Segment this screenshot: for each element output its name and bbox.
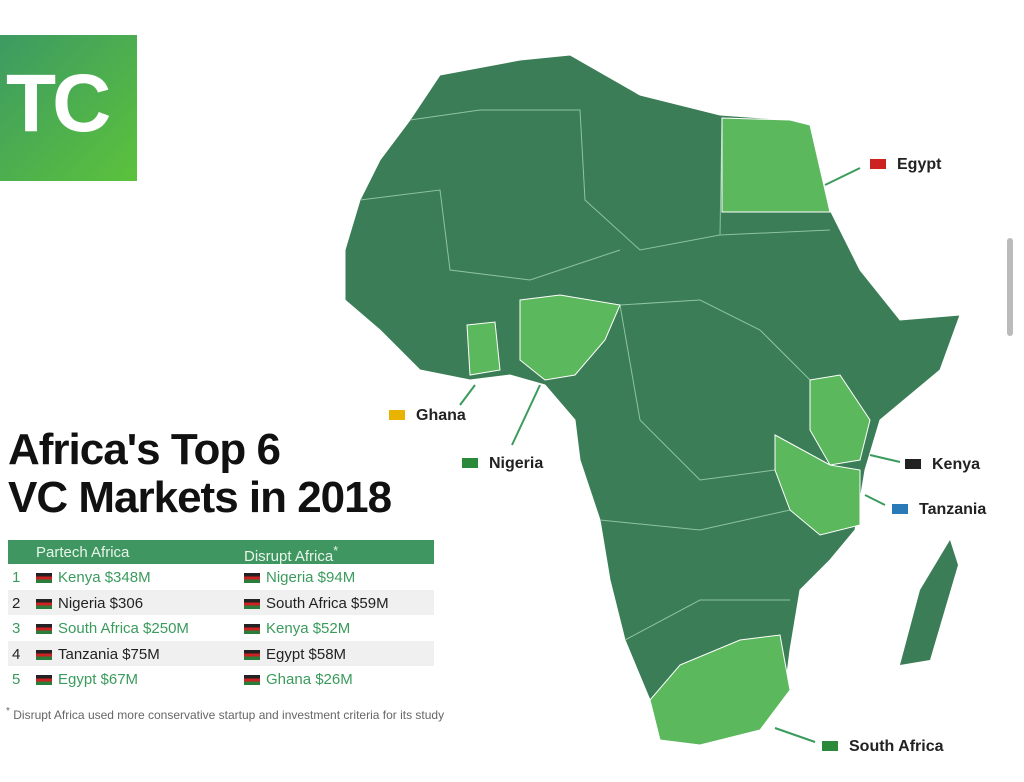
footnote-mark: * xyxy=(6,706,10,717)
table-cell: Nigeria $306 xyxy=(36,595,143,612)
egypt xyxy=(721,117,831,213)
map-label: Kenya xyxy=(932,456,980,473)
cell-text: South Africa $59M xyxy=(266,594,389,612)
table-cell: Tanzania $75M xyxy=(36,646,160,663)
flag xyxy=(905,459,921,469)
madagascar xyxy=(900,540,958,665)
table-cell: Egypt $67M xyxy=(36,671,138,688)
cell-text: Kenya $348M xyxy=(58,569,151,586)
table-row: 5 Egypt $67M Ghana $26M xyxy=(8,666,434,692)
leader-line xyxy=(459,384,476,406)
kenya xyxy=(809,374,871,466)
table-cell: Ghana $26M xyxy=(244,671,353,688)
flag xyxy=(892,504,908,514)
table-cell: Kenya $52M xyxy=(244,620,350,637)
flag xyxy=(36,624,52,634)
title-line: VC Markets in 2018 xyxy=(8,473,392,522)
borders xyxy=(359,109,831,641)
nigeria xyxy=(519,294,621,381)
africa xyxy=(344,54,961,746)
flag xyxy=(244,598,260,609)
leader-line xyxy=(824,167,861,186)
leader-lines xyxy=(459,167,901,743)
rank: 2 xyxy=(12,594,21,612)
cell-text: Ghana $26M xyxy=(266,671,353,688)
leader-line xyxy=(864,494,886,506)
rank: 5 xyxy=(12,671,21,688)
table-row: 3 South Africa $250M Kenya $52M xyxy=(8,615,434,641)
flag xyxy=(244,675,260,685)
table-cell: Nigeria $94M xyxy=(244,569,355,586)
cell-text: Nigeria $94M xyxy=(266,569,356,586)
south-africa xyxy=(649,634,791,746)
flag xyxy=(36,675,52,685)
header-note: * xyxy=(333,544,339,558)
ranking-table: Partech Africa Disrupt Africa* 1 Kenya $3… xyxy=(8,540,434,692)
table-cell: South Africa $250M xyxy=(36,620,189,637)
header-text: Disrupt Africa xyxy=(244,548,334,565)
table-row: 2 Nigeria $306 South Africa $59M xyxy=(8,589,434,615)
cell-text: Egypt $58M xyxy=(266,645,347,663)
cell-text: South Africa $250M xyxy=(58,620,189,637)
flag xyxy=(244,624,260,634)
leader-line xyxy=(869,454,901,463)
cell-text: Egypt $67M xyxy=(58,671,139,688)
title-line: Africa's Top 6 xyxy=(8,425,281,474)
logo-text: TC xyxy=(6,58,111,149)
flag xyxy=(36,573,52,583)
highlighted-countries xyxy=(466,117,871,746)
flag xyxy=(36,649,52,660)
table-cell: Kenya $348M xyxy=(36,569,151,586)
footnote-text: Disrupt Africa used more conservative st… xyxy=(13,708,445,722)
footnote: * Disrupt Africa used more conservative … xyxy=(6,706,444,722)
leader-line xyxy=(774,727,816,743)
scrollbar[interactable] xyxy=(1007,238,1013,336)
table-cell: Egypt $58M xyxy=(244,646,346,663)
rank: 3 xyxy=(12,620,21,637)
flag xyxy=(36,598,52,609)
ghana xyxy=(466,321,501,376)
map-flags xyxy=(389,159,921,751)
flag xyxy=(244,573,260,583)
table-row: 1 Kenya $348M Nigeria $94M xyxy=(8,564,434,590)
flag xyxy=(462,458,478,468)
title: Africa's Top 6 VC Markets in 2018 xyxy=(8,425,392,522)
header-cell: Disrupt Africa* xyxy=(244,544,338,565)
map-label: Ghana xyxy=(416,407,466,424)
flag xyxy=(244,649,260,660)
cell-text: Tanzania $75M xyxy=(58,645,160,663)
table-header: Partech Africa Disrupt Africa* xyxy=(8,540,434,565)
map-label: South Africa xyxy=(849,738,944,755)
rank: 1 xyxy=(12,569,21,586)
flag xyxy=(822,741,838,751)
map-label: Nigeria xyxy=(489,455,543,472)
logo: TC xyxy=(0,35,137,181)
flag xyxy=(870,159,886,169)
map-label: Tanzania xyxy=(919,501,986,518)
table-cell: South Africa $59M xyxy=(244,595,389,612)
tanzania xyxy=(774,434,861,536)
cell-text: Nigeria $306 xyxy=(58,594,144,612)
map-label: Egypt xyxy=(897,156,942,173)
leader-line xyxy=(511,384,541,446)
table-row: 4 Tanzania $75M Egypt $58M xyxy=(8,640,434,666)
flag xyxy=(389,410,405,420)
cell-text: Kenya $52M xyxy=(266,620,351,637)
rank: 4 xyxy=(12,645,21,663)
header-cell: Partech Africa xyxy=(36,544,130,561)
